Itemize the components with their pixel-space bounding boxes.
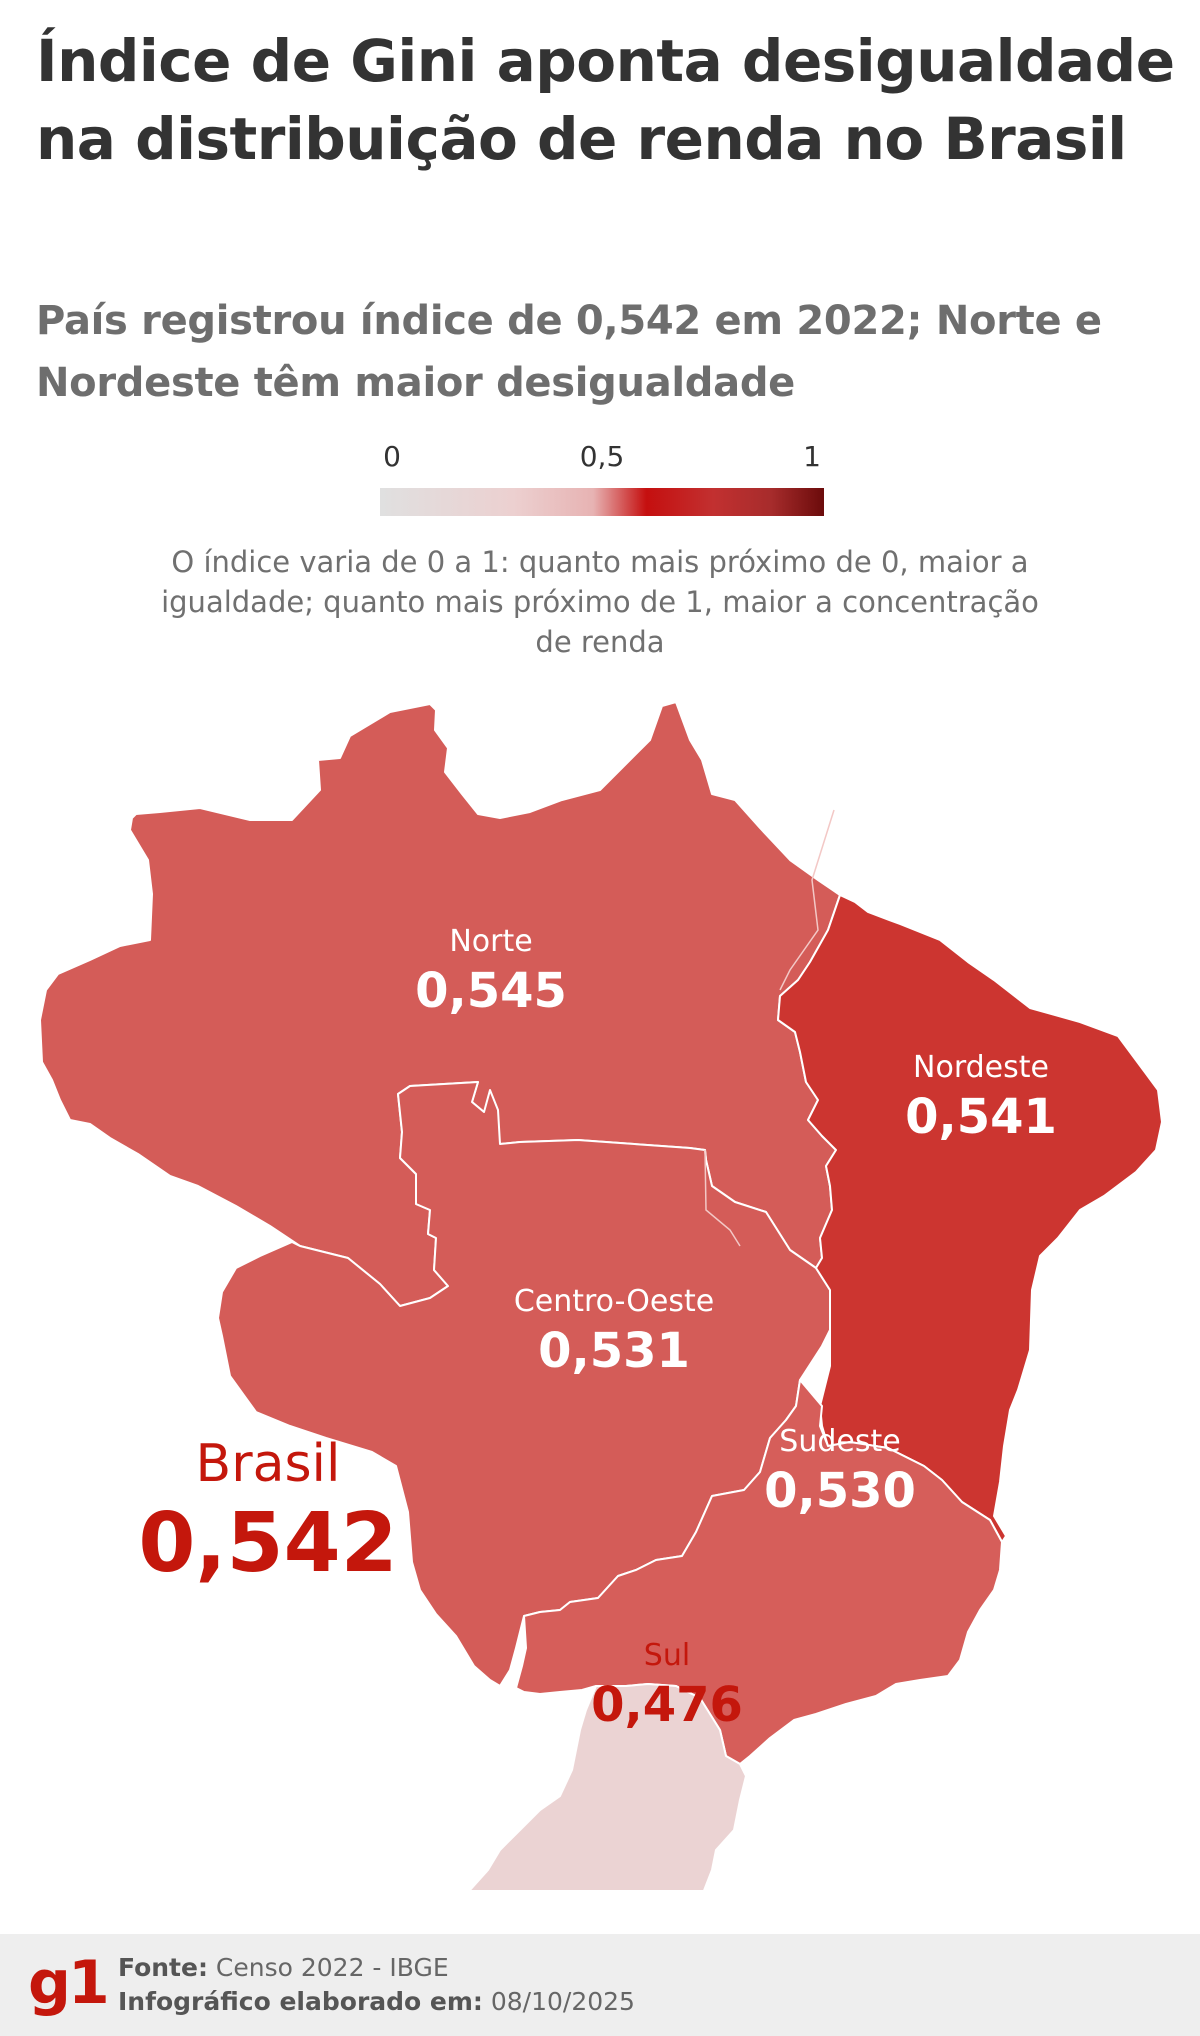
brazil-map xyxy=(39,701,1163,1890)
region-label-norte: Norte 0,545 xyxy=(415,922,567,1020)
national-index-label: Brasil xyxy=(195,1434,341,1494)
source-value: Censo 2022 - IBGE xyxy=(215,1953,449,1982)
region-value-norte: 0,545 xyxy=(415,963,567,1019)
region-shape-sul xyxy=(469,1683,747,1890)
national-index: Brasil 0,542 xyxy=(138,1432,397,1592)
page-subtitle: País registrou índice de 0,542 em 2022; … xyxy=(36,298,1102,406)
footer-source: Fonte: Censo 2022 - IBGE xyxy=(118,1952,449,1984)
footer-date: Infográfico elaborado em: 08/10/2025 xyxy=(118,1986,635,2018)
region-value-nordeste: 0,541 xyxy=(905,1089,1057,1145)
region-value-centro-oeste: 0,531 xyxy=(538,1323,690,1379)
region-name-nordeste: Nordeste xyxy=(913,1050,1049,1085)
region-name-sudeste: Sudeste xyxy=(779,1424,901,1459)
footer: g1 Fonte: Censo 2022 - IBGE Infográfico … xyxy=(0,1934,1200,2036)
date-label: Infográfico elaborado em: xyxy=(118,1987,483,2016)
state-border-line xyxy=(704,1149,741,1247)
region-name-norte: Norte xyxy=(449,924,533,959)
page-title: Índice de Gini aponta desigualdade na di… xyxy=(36,27,1175,173)
region-name-sul: Sul xyxy=(643,1638,691,1673)
state-border-line xyxy=(779,809,835,991)
legend-tick-max: 1 xyxy=(803,440,821,473)
color-scale-legend: 0 0,5 1 xyxy=(380,440,824,516)
region-label-nordeste: Nordeste 0,541 xyxy=(905,1048,1057,1146)
region-name-centro-oeste: Centro-Oeste xyxy=(513,1284,715,1319)
g1-logo: g1 xyxy=(28,1948,110,2018)
region-value-sudeste: 0,530 xyxy=(764,1463,916,1519)
national-index-value: 0,542 xyxy=(138,1496,398,1591)
region-label-sul: Sul 0,476 xyxy=(591,1636,743,1734)
legend-gradient-bar xyxy=(380,488,824,516)
date-value: 08/10/2025 xyxy=(490,1987,635,2016)
region-label-sudeste: Sudeste 0,530 xyxy=(764,1422,916,1520)
source-label: Fonte: xyxy=(118,1953,208,1982)
legend-tick-mid: 0,5 xyxy=(579,440,625,473)
region-value-sul: 0,476 xyxy=(591,1677,743,1733)
region-label-centro-oeste: Centro-Oeste 0,531 xyxy=(514,1282,714,1380)
legend-explanation: O índice varia de 0 a 1: quanto mais pró… xyxy=(161,545,1039,659)
legend-tick-min: 0 xyxy=(383,440,401,473)
